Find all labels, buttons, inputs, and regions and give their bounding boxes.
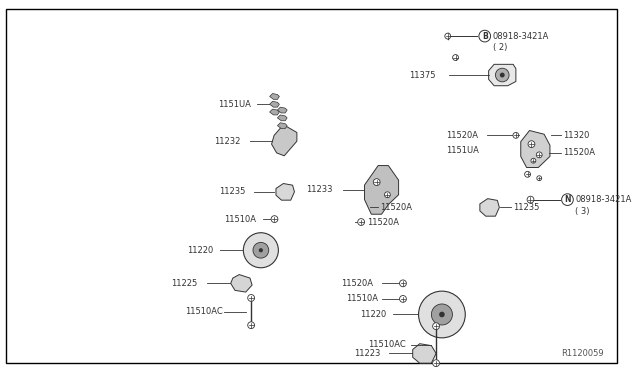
Circle shape [253,242,269,258]
Text: 11520A: 11520A [446,131,478,140]
Circle shape [248,295,255,301]
Polygon shape [271,126,297,156]
Circle shape [537,176,541,181]
Text: 11225: 11225 [172,279,198,288]
Circle shape [271,216,278,222]
Text: ( 3): ( 3) [575,207,590,216]
Text: 11510AC: 11510AC [368,340,406,349]
Circle shape [495,68,509,82]
Polygon shape [269,101,279,107]
Polygon shape [269,93,279,99]
Polygon shape [277,123,287,129]
Circle shape [531,158,536,163]
Circle shape [385,192,390,198]
Circle shape [419,291,465,338]
Circle shape [452,55,458,60]
Text: 08918-3421A: 08918-3421A [575,195,632,204]
Circle shape [445,33,451,39]
Text: 1151UA: 1151UA [446,147,479,155]
Text: N: N [564,195,571,204]
Text: 11320: 11320 [563,131,589,140]
Text: 11232: 11232 [214,137,241,146]
Circle shape [513,132,519,138]
Circle shape [248,322,255,328]
Circle shape [431,304,452,325]
Text: 11235: 11235 [219,187,245,196]
Text: 11220: 11220 [187,246,213,255]
Polygon shape [365,166,399,214]
Circle shape [562,194,573,205]
Circle shape [527,196,534,203]
Circle shape [528,141,535,148]
Polygon shape [277,107,287,113]
Text: 11520A: 11520A [563,148,595,157]
Text: 11510A: 11510A [346,294,378,304]
Text: 11520A: 11520A [380,203,412,212]
Text: 11520A: 11520A [367,218,399,227]
Circle shape [439,312,445,317]
Circle shape [536,152,542,158]
Circle shape [433,323,440,330]
Circle shape [500,73,505,77]
Circle shape [358,219,365,225]
Polygon shape [488,64,516,86]
Circle shape [525,171,531,177]
Text: R1120059: R1120059 [561,349,604,358]
Circle shape [479,30,491,42]
Circle shape [259,248,263,252]
Text: 11223: 11223 [355,349,381,358]
Circle shape [433,360,440,366]
Text: ( 2): ( 2) [493,43,507,52]
Polygon shape [277,115,287,121]
Text: 08918-3421A: 08918-3421A [493,32,549,41]
Polygon shape [413,344,436,363]
Text: 11220: 11220 [360,310,387,319]
Polygon shape [480,199,499,216]
Circle shape [243,233,278,268]
Polygon shape [269,109,279,115]
Circle shape [399,280,406,287]
Text: 11235: 11235 [513,203,540,212]
Polygon shape [276,183,294,200]
Text: 11375: 11375 [409,71,435,80]
Circle shape [399,295,406,302]
Text: 11510A: 11510A [224,215,256,224]
Text: B: B [482,32,488,41]
Polygon shape [521,131,550,167]
Text: 11233: 11233 [306,185,332,195]
Circle shape [373,179,380,186]
Polygon shape [230,275,252,292]
Text: 11520A: 11520A [340,279,372,288]
Text: 1151UA: 1151UA [218,100,251,109]
Text: 11510AC: 11510AC [185,307,223,316]
